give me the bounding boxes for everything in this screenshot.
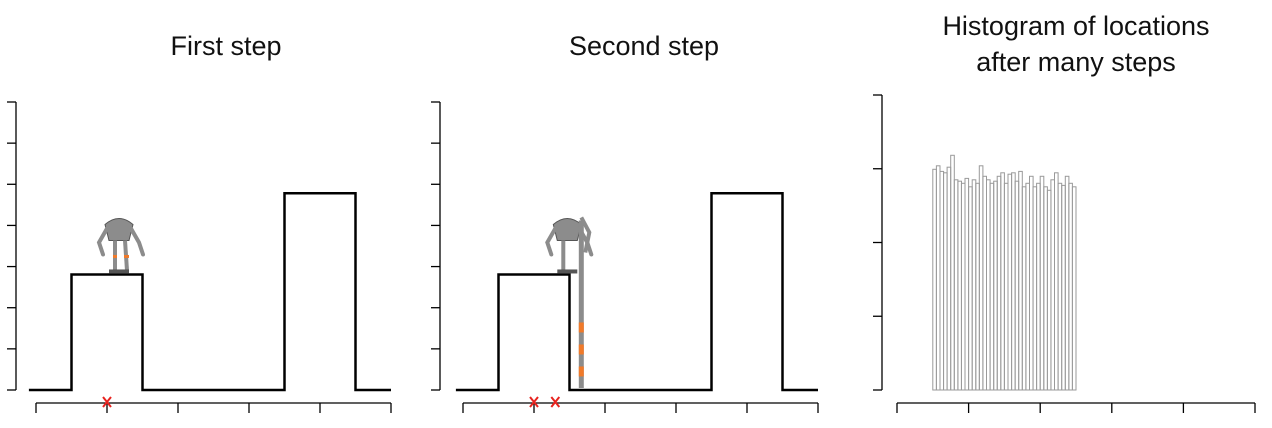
histogram-bar [1021,186,1027,391]
histogram-bar [1003,182,1009,391]
panel-1-title: First step [170,31,282,61]
histogram-bar [982,175,988,391]
histogram-bar [1036,182,1041,391]
histogram-bar [932,168,937,391]
position-marker [102,396,112,408]
histogram-bar [1039,175,1045,391]
histogram-bar [1007,173,1013,391]
histogram-bar [1061,184,1066,391]
robot-icon [96,217,145,274]
histogram-bar [1018,170,1023,391]
histogram-bar [935,165,941,391]
histogram-bar [1057,182,1063,391]
position-marker [550,396,561,408]
histogram-bar [946,166,952,391]
histogram-bar [986,179,991,391]
density-line [455,192,818,392]
histogram-bar [1043,186,1048,391]
histogram-bar [1025,182,1031,391]
histogram-bar [1071,186,1077,391]
histogram-bar [968,186,973,391]
position-marker [529,396,539,408]
histogram-bar [950,154,955,391]
histogram-bar [1000,172,1005,391]
panel-2-title: Second step [568,31,720,61]
histogram-bar [989,182,995,391]
density-line [28,192,391,392]
histogram-bar [964,177,970,391]
histogram-bar [1054,172,1059,391]
histogram-bar [971,179,977,391]
histogram-bar [953,179,959,391]
panel-3-title: Histogram of locations after many steps [942,11,1210,77]
robot-icon [545,216,594,388]
